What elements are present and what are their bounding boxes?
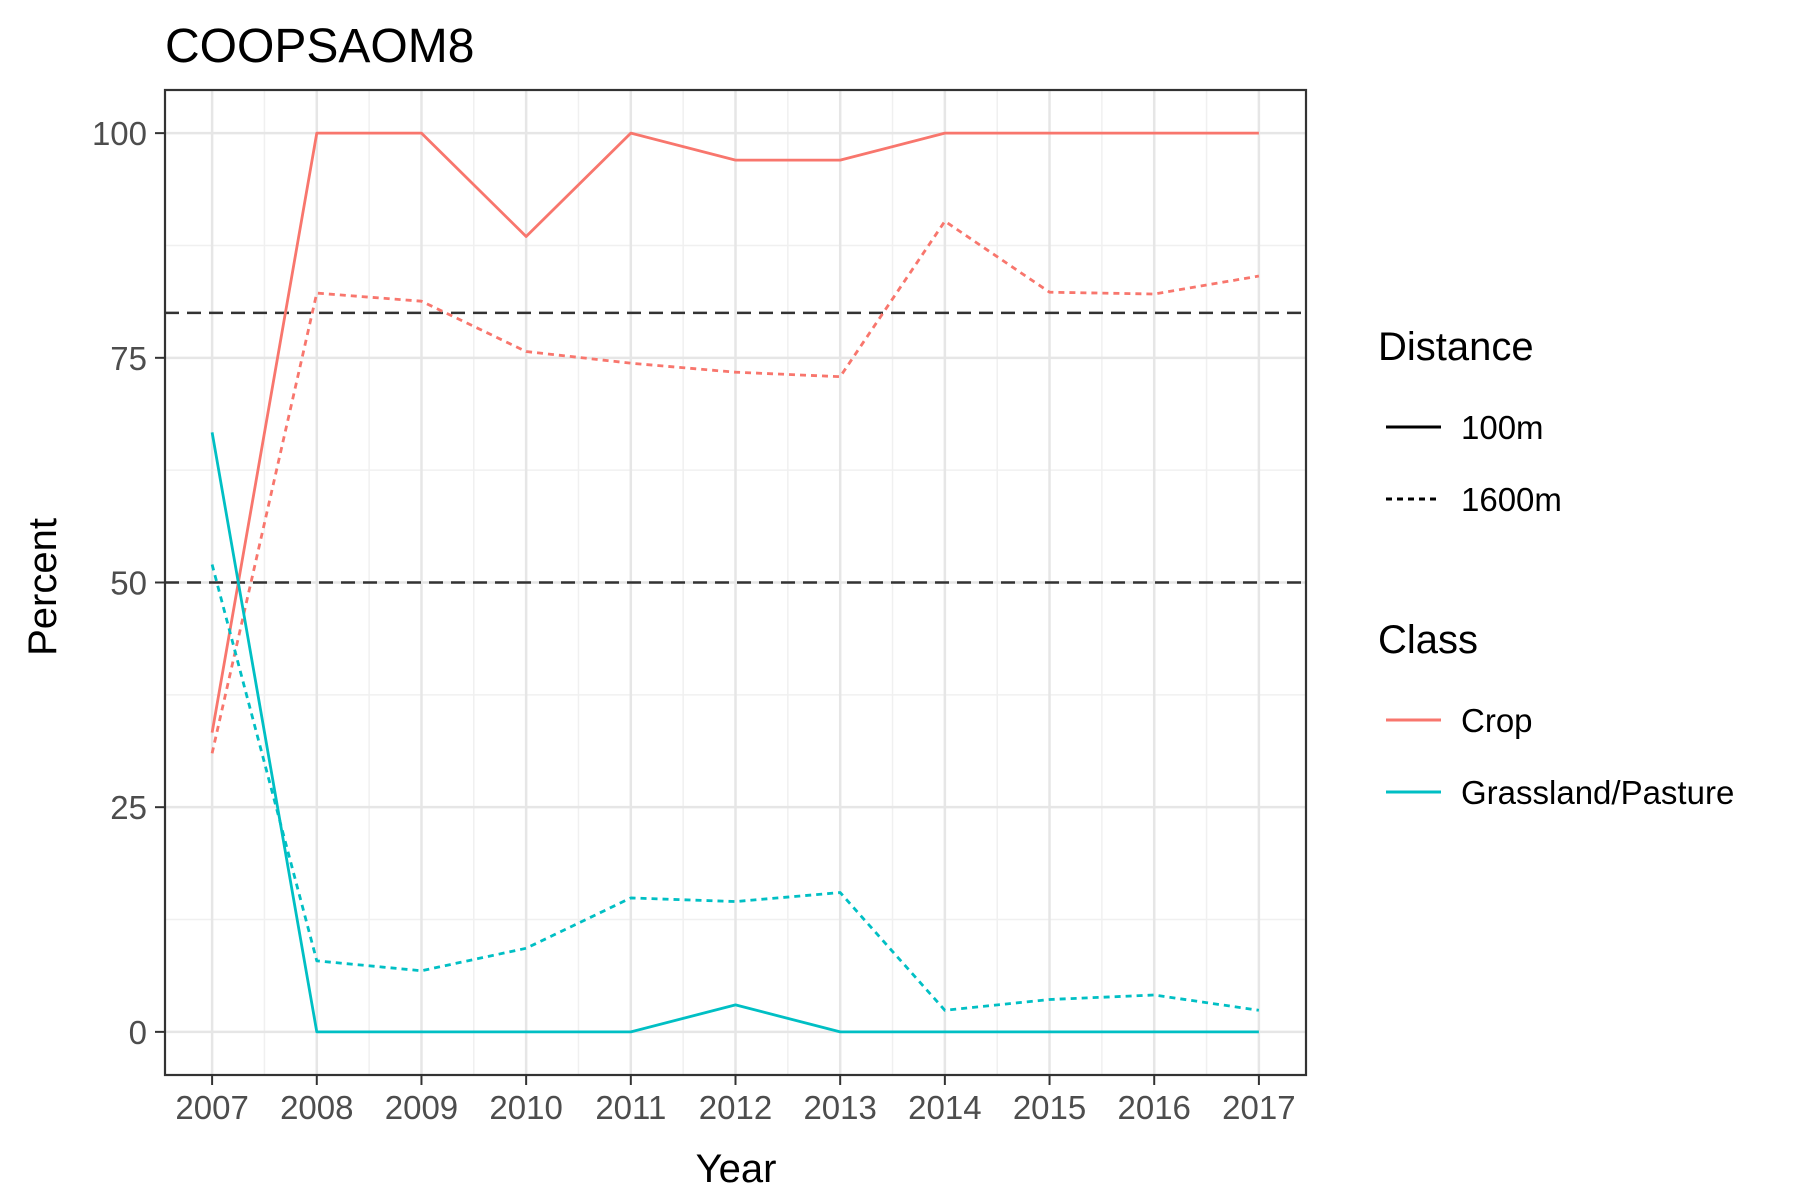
y-tick-label: 100 — [92, 115, 147, 152]
x-tick-label: 2014 — [908, 1089, 981, 1126]
y-tick-label: 50 — [110, 565, 147, 602]
series-line-crop-1600m — [210, 219, 1260, 754]
reference-lines — [165, 311, 1306, 584]
x-tick-label: 2011 — [595, 1089, 666, 1126]
x-axis-title: Year — [696, 1147, 777, 1191]
x-tick-label: 2012 — [699, 1089, 772, 1126]
y-axis: 0 25 50 75 100 — [92, 115, 165, 1051]
y-tick-label: 25 — [110, 789, 147, 826]
legend-label: Grassland/Pasture — [1461, 774, 1734, 811]
y-tick-label: 0 — [129, 1014, 147, 1051]
x-tick-label: 2017 — [1222, 1089, 1295, 1126]
x-tick-label: 2010 — [489, 1089, 562, 1126]
x-tick-label: 2007 — [175, 1089, 248, 1126]
plot-panel — [163, 88, 1308, 1077]
series-lines — [210, 131, 1260, 1034]
x-axis: 2007 2008 2009 2010 2011 2012 2013 2014 2015 2016… — [175, 1075, 1296, 1126]
x-tick-label: 2008 — [280, 1089, 353, 1126]
x-tick-label: 2009 — [385, 1089, 458, 1126]
series-line-grassland-pasture-1600m — [210, 564, 1260, 1012]
legend-title-distance: Distance — [1378, 325, 1534, 369]
y-tick-label: 75 — [110, 340, 147, 377]
series-line-grassland-pasture-100m — [210, 432, 1259, 1034]
legend-label: 1600m — [1461, 481, 1562, 518]
x-tick-label: 2016 — [1118, 1089, 1191, 1126]
x-tick-label: 2013 — [803, 1089, 876, 1126]
series-line-crop-100m — [210, 131, 1259, 733]
x-tick-label: 2015 — [1013, 1089, 1086, 1126]
y-axis-title: Percent — [21, 518, 65, 656]
legend-label: Crop — [1461, 702, 1533, 739]
legend: Distance 100m 1600m Class Crop Grassland/Past… — [1378, 325, 1734, 811]
chart-title: COOPSAOM8 — [165, 20, 474, 73]
legend-label: 100m — [1461, 409, 1544, 446]
legend-title-class: Class — [1378, 618, 1478, 662]
